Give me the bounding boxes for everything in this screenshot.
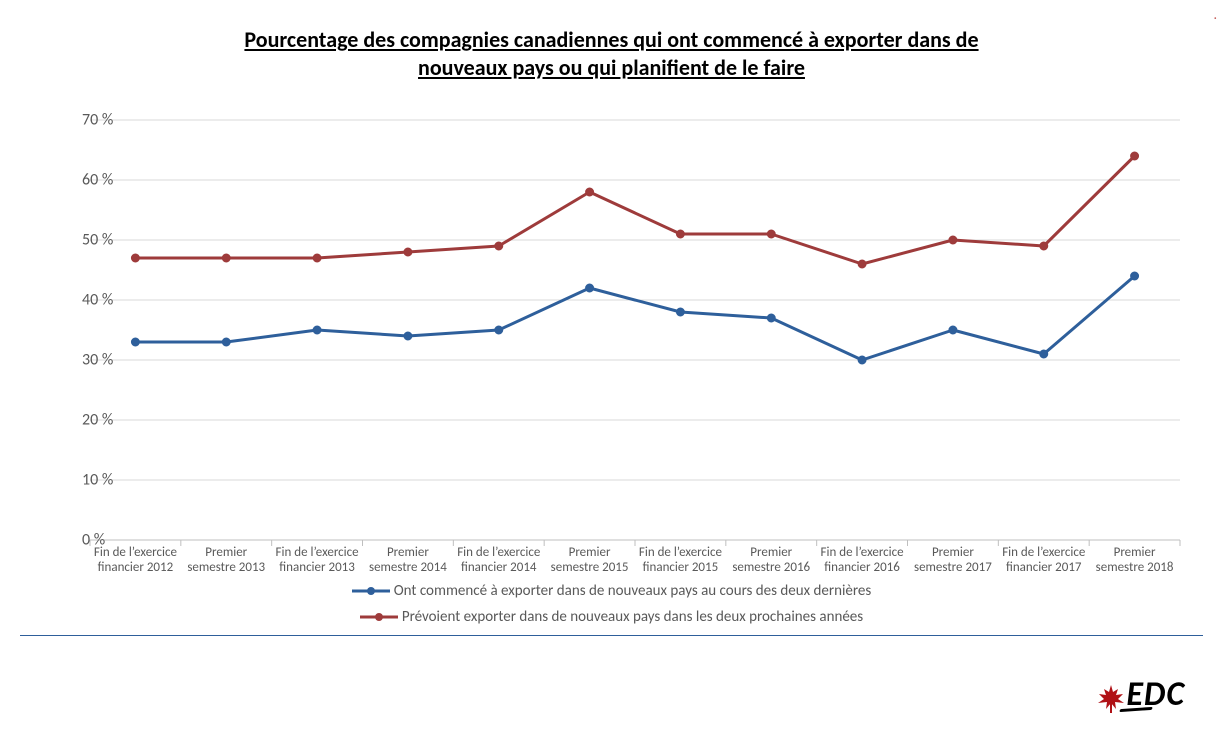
corner-marker: . xyxy=(1213,6,1217,23)
chart-title-line-1: Pourcentage des compagnies canadiennes q… xyxy=(0,26,1223,54)
x-tick-label: Premier semestre 2015 xyxy=(545,546,635,576)
legend: Ont commencé à exporter dans de nouveaux… xyxy=(0,578,1223,630)
chart-title: Pourcentage des compagnies canadiennes q… xyxy=(0,0,1223,81)
divider xyxy=(20,635,1203,636)
line-chart: 0 % 10 % 20 % 30 % 40 % 50 % 60 % 70 % Fin de l’… xyxy=(40,110,1190,630)
y-tick-label: 70 % xyxy=(82,111,90,130)
y-tick-label: 60 % xyxy=(82,171,90,190)
legend-item-1: Ont commencé à exporter dans de nouveaux… xyxy=(352,582,872,600)
x-tick-label: Fin de l’exercice financier 2016 xyxy=(817,546,907,576)
x-tick-label: Fin de l’exercice financier 2015 xyxy=(635,546,725,576)
legend-swatch-2 xyxy=(360,610,398,624)
x-tick-label: Premier semestre 2013 xyxy=(181,546,271,576)
chart-title-line-2: nouveaux pays ou qui planifient de le fa… xyxy=(0,54,1223,82)
y-tick-label: 20 % xyxy=(82,411,90,430)
x-tick-label: Premier semestre 2017 xyxy=(908,546,998,576)
x-tick-label: Premier semestre 2018 xyxy=(1090,546,1180,576)
y-tick-label: 10 % xyxy=(82,471,90,490)
legend-label-1: Ont commencé à exporter dans de nouveaux… xyxy=(394,582,872,600)
y-tick-label: 50 % xyxy=(82,231,90,250)
x-tick-label: Fin de l’exercice financier 2017 xyxy=(999,546,1089,576)
legend-item-2: Prévoient exporter dans de nouveaux pays… xyxy=(360,608,863,626)
x-tick-label: Premier semestre 2016 xyxy=(726,546,816,576)
x-tick-label: Fin de l’exercice financier 2014 xyxy=(454,546,544,576)
legend-label-2: Prévoient exporter dans de nouveaux pays… xyxy=(402,608,863,626)
x-tick-label: Fin de l’exercice financier 2013 xyxy=(272,546,362,576)
x-tick-label: Fin de l’exercice financier 2012 xyxy=(90,546,180,576)
y-tick-label: 0 % xyxy=(82,531,90,550)
y-tick-label: 40 % xyxy=(82,291,90,310)
edc-logo-text: EDC xyxy=(1126,674,1185,715)
legend-swatch-1 xyxy=(352,584,390,598)
edc-logo: EDC xyxy=(1096,674,1185,715)
y-tick-label: 30 % xyxy=(82,351,90,370)
x-tick-label: Premier semestre 2014 xyxy=(363,546,453,576)
